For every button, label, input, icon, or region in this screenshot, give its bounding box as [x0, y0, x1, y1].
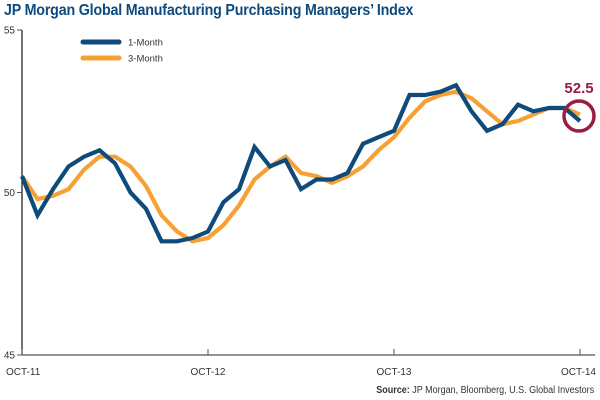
source-label: Source:: [376, 385, 410, 396]
annotation-circle: [562, 99, 596, 133]
series-line-1-month: [20, 82, 582, 244]
x-tick-label: OCT-11: [6, 367, 41, 378]
x-tick-label: OCT-12: [190, 367, 225, 378]
x-tick-label: OCT-13: [376, 367, 411, 378]
series-lines: [20, 82, 582, 244]
annotation: 52.5: [562, 80, 596, 133]
legend: 1-Month 3-Month: [80, 38, 163, 65]
chart-title: JP Morgan Global Manufacturing Purchasin…: [4, 2, 414, 19]
source-text: JP Morgan, Bloomberg, U.S. Global Invest…: [409, 385, 594, 396]
y-tick-label: 50: [4, 188, 16, 199]
series-line-3-month: [20, 89, 581, 244]
legend-label-1-month: 1-Month: [128, 38, 163, 49]
ticks: 45 50 55 OCT-11 OCT-12 OCT-13 OCT-14: [4, 26, 597, 379]
y-tick-label: 55: [4, 26, 16, 37]
annotation-label: 52.5: [564, 80, 593, 97]
y-tick-label: 45: [4, 351, 16, 362]
source-note: Source: JP Morgan, Bloomberg, U.S. Globa…: [376, 385, 594, 396]
axes: [21, 30, 595, 356]
x-tick-label: OCT-14: [561, 367, 596, 378]
legend-label-3-month: 3-Month: [128, 54, 163, 65]
